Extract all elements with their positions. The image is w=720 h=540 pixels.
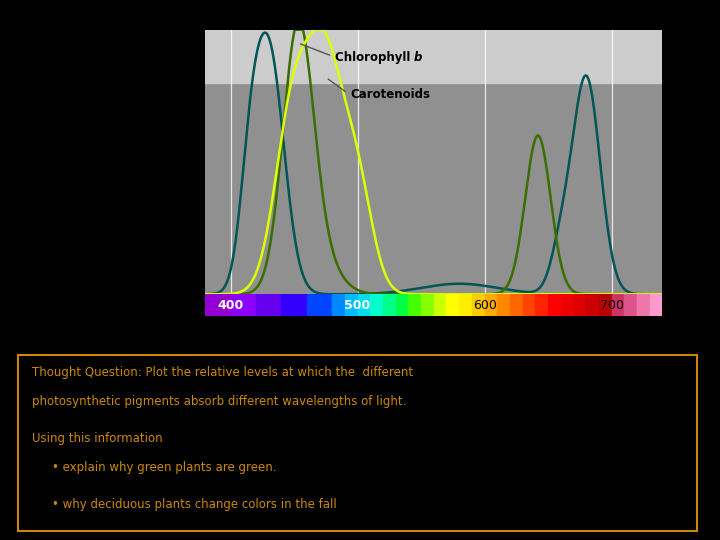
Bar	[256, 294, 282, 316]
Text: 700: 700	[600, 299, 624, 312]
Bar	[536, 294, 548, 316]
Text: Using this information: Using this information	[32, 432, 162, 445]
Bar	[624, 294, 637, 316]
Bar	[205, 294, 230, 316]
Text: • why deciduous plants change colors in the fall: • why deciduous plants change colors in …	[53, 498, 337, 511]
Text: 500: 500	[344, 299, 371, 312]
Bar	[611, 294, 624, 316]
Bar	[548, 294, 561, 316]
Bar	[383, 294, 396, 316]
Bar	[561, 294, 574, 316]
Text: b: b	[413, 51, 422, 64]
Bar	[649, 294, 662, 316]
Bar	[485, 294, 498, 316]
Bar	[332, 294, 345, 316]
Bar	[498, 294, 510, 316]
Text: Wavelength of light (nm): Wavelength of light (nm)	[338, 324, 526, 337]
Bar	[446, 294, 459, 316]
Bar	[523, 294, 536, 316]
Bar	[459, 294, 472, 316]
Bar	[358, 294, 370, 316]
Bar	[510, 294, 523, 316]
Text: 400: 400	[217, 299, 244, 312]
Bar	[230, 294, 256, 316]
Bar	[370, 294, 383, 316]
Text: 600: 600	[472, 299, 497, 312]
Text: Thought Question: Plot the relative levels at which the  different: Thought Question: Plot the relative leve…	[32, 366, 413, 379]
Bar	[421, 294, 433, 316]
Text: Absorption of
chloroplast pigments: Absorption of chloroplast pigments	[141, 94, 168, 235]
Text: Carotenoids: Carotenoids	[350, 88, 430, 101]
Bar	[599, 294, 611, 316]
Bar	[637, 294, 649, 316]
Bar	[586, 294, 599, 316]
Bar	[574, 294, 586, 316]
Bar	[307, 294, 332, 316]
FancyBboxPatch shape	[18, 355, 697, 531]
Text: Chlorophyll: Chlorophyll	[335, 51, 414, 64]
Bar	[433, 294, 446, 316]
Bar	[472, 294, 485, 316]
Text: photosynthetic pigments absorb different wavelengths of light.: photosynthetic pigments absorb different…	[32, 395, 406, 408]
Bar	[408, 294, 421, 316]
Bar	[282, 294, 307, 316]
Bar	[396, 294, 408, 316]
Bar	[205, 24, 662, 83]
Text: • explain why green plants are green.: • explain why green plants are green.	[53, 461, 276, 474]
Bar	[345, 294, 358, 316]
